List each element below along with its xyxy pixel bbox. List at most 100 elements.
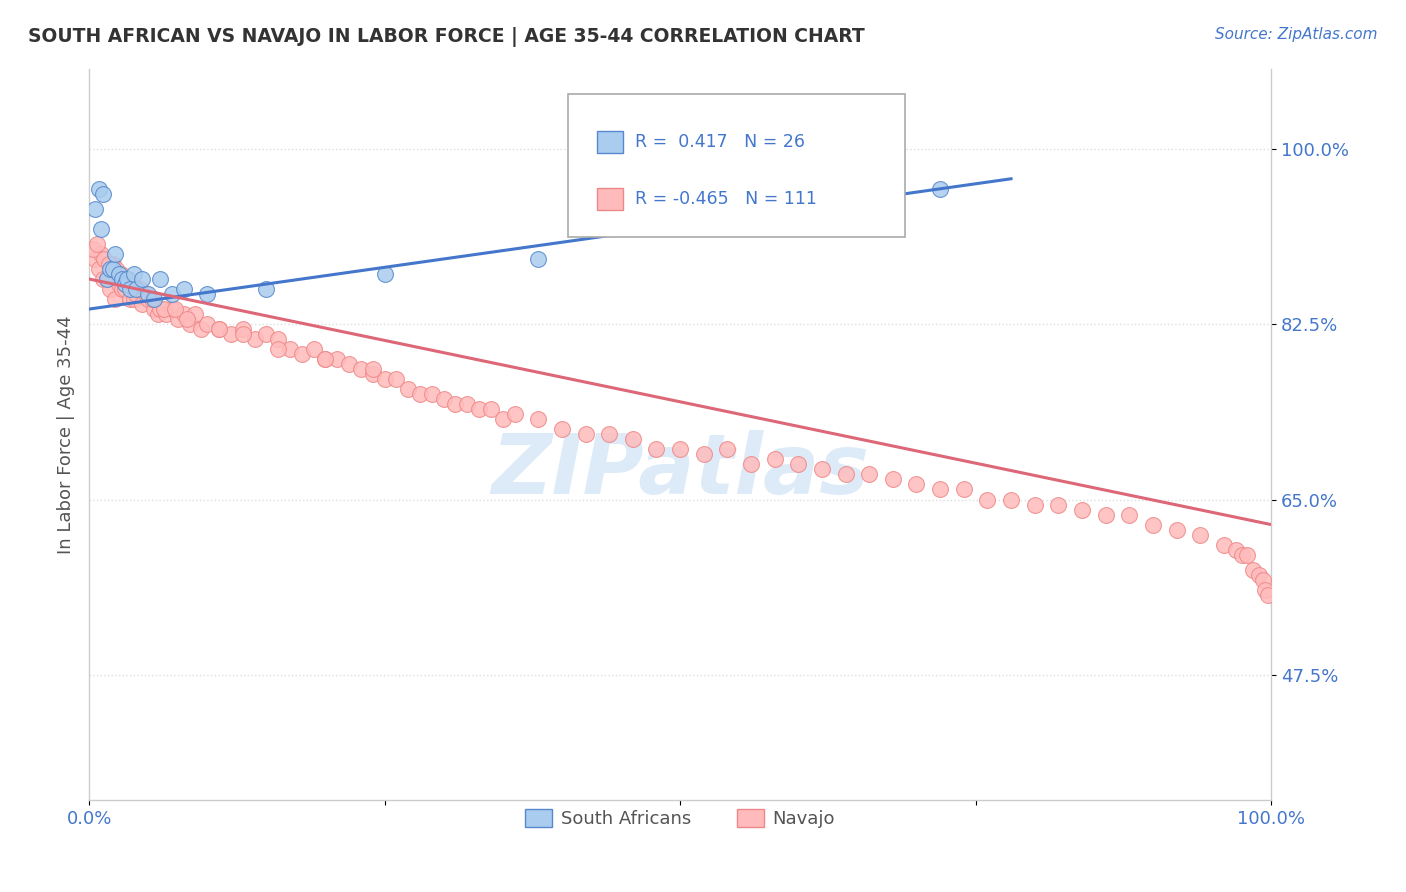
- Point: [107, 277, 129, 291]
- Point: [409, 387, 432, 401]
- Point: [669, 442, 692, 457]
- Point: [1118, 508, 1140, 522]
- Point: [254, 282, 277, 296]
- Point: [278, 342, 301, 356]
- Point: [125, 282, 148, 296]
- Point: [149, 272, 172, 286]
- Point: [135, 287, 157, 301]
- Point: [111, 272, 134, 286]
- Point: [361, 362, 384, 376]
- Point: [87, 262, 110, 277]
- Point: [1047, 498, 1070, 512]
- Y-axis label: In Labor Force | Age 35-44: In Labor Force | Age 35-44: [58, 315, 75, 554]
- Point: [107, 267, 129, 281]
- Point: [468, 402, 491, 417]
- FancyBboxPatch shape: [568, 95, 904, 236]
- Point: [433, 392, 456, 407]
- Point: [160, 287, 183, 301]
- Point: [219, 327, 242, 342]
- Point: [232, 327, 254, 342]
- Point: [149, 302, 172, 317]
- Point: [176, 312, 198, 326]
- Point: [160, 302, 183, 317]
- Point: [598, 427, 620, 442]
- Point: [1000, 492, 1022, 507]
- Point: [492, 412, 515, 426]
- Point: [1225, 542, 1247, 557]
- Point: [456, 397, 478, 411]
- Point: [905, 477, 928, 491]
- Point: [693, 447, 716, 461]
- Point: [146, 307, 169, 321]
- Point: [195, 317, 218, 331]
- Point: [952, 483, 974, 497]
- Point: [1071, 502, 1094, 516]
- Point: [243, 332, 266, 346]
- Point: [1257, 588, 1279, 602]
- Point: [374, 372, 396, 386]
- Text: SOUTH AFRICAN VS NAVAJO IN LABOR FORCE | AGE 35-44 CORRELATION CHART: SOUTH AFRICAN VS NAVAJO IN LABOR FORCE |…: [28, 27, 865, 46]
- Point: [87, 182, 110, 196]
- Point: [763, 452, 786, 467]
- Point: [1254, 582, 1277, 597]
- Point: [115, 272, 138, 286]
- Point: [858, 467, 880, 482]
- Point: [122, 292, 145, 306]
- Point: [179, 317, 201, 331]
- Point: [929, 182, 952, 196]
- Point: [91, 186, 114, 201]
- Point: [143, 292, 166, 306]
- Point: [166, 312, 188, 326]
- Point: [361, 368, 384, 382]
- Point: [302, 342, 325, 356]
- Point: [136, 292, 159, 306]
- Point: [420, 387, 443, 401]
- Point: [621, 433, 644, 447]
- Point: [82, 242, 104, 256]
- Point: [267, 332, 290, 346]
- Point: [143, 302, 166, 317]
- Point: [834, 467, 856, 482]
- Point: [811, 462, 834, 476]
- Point: [131, 297, 153, 311]
- Point: [1189, 527, 1212, 541]
- Point: [1249, 567, 1271, 582]
- Point: [120, 292, 142, 306]
- Point: [337, 357, 360, 371]
- Point: [122, 267, 145, 281]
- Point: [101, 262, 124, 277]
- Point: [503, 407, 526, 421]
- Point: [128, 282, 150, 296]
- Point: [195, 287, 218, 301]
- Point: [444, 397, 467, 411]
- Point: [114, 277, 136, 291]
- Text: Source: ZipAtlas.com: Source: ZipAtlas.com: [1215, 27, 1378, 42]
- FancyBboxPatch shape: [598, 131, 623, 153]
- Point: [1142, 517, 1164, 532]
- Point: [254, 327, 277, 342]
- Point: [1236, 548, 1258, 562]
- Point: [1212, 538, 1234, 552]
- Point: [527, 412, 550, 426]
- Point: [86, 236, 108, 251]
- Point: [350, 362, 373, 376]
- Point: [117, 272, 139, 286]
- Text: R = -0.465   N = 111: R = -0.465 N = 111: [636, 190, 817, 209]
- Point: [1166, 523, 1188, 537]
- Point: [1241, 563, 1264, 577]
- Point: [976, 492, 998, 507]
- Point: [173, 307, 195, 321]
- Point: [96, 272, 118, 286]
- Point: [929, 483, 952, 497]
- Point: [1251, 573, 1274, 587]
- Point: [93, 252, 115, 266]
- Point: [479, 402, 502, 417]
- Point: [110, 267, 132, 281]
- Point: [184, 307, 207, 321]
- Point: [314, 352, 336, 367]
- Point: [104, 247, 127, 261]
- Point: [208, 322, 231, 336]
- Point: [101, 257, 124, 271]
- Point: [136, 287, 159, 301]
- Point: [152, 302, 174, 317]
